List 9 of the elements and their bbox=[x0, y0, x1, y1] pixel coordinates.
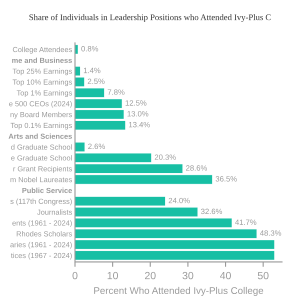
x-tick-label: 20 bbox=[145, 272, 156, 280]
x-tick-label: 50 bbox=[258, 272, 269, 280]
x-tick-label: 0 bbox=[72, 272, 78, 280]
x-tick-label: 30 bbox=[182, 272, 194, 280]
x-tick-label: 10 bbox=[108, 272, 118, 280]
chart-title: Share of Individuals in Leadership Positions who Attended Ivy-Plus C bbox=[29, 14, 271, 22]
x-axis-title: Percent Who Attended Ivy-Plus College bbox=[94, 286, 264, 296]
x-tick-label: 40 bbox=[220, 272, 231, 280]
bar bbox=[75, 44, 78, 54]
